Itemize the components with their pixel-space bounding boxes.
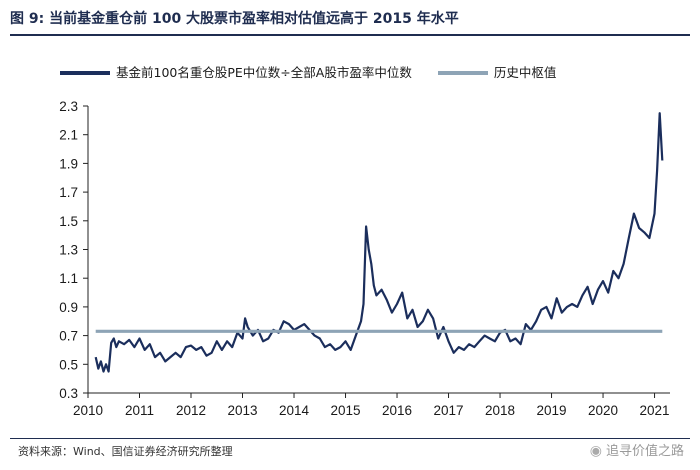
y-tick-label: 1.9 — [59, 156, 78, 171]
y-tick-label: 0.5 — [59, 357, 78, 372]
series-line-ratio — [94, 112, 664, 373]
legend-item-median: 历史中枢值 — [437, 62, 557, 84]
x-tick-label: 2015 — [330, 403, 360, 418]
y-tick-label: 2.3 — [59, 99, 78, 114]
x-tick-label: 2017 — [434, 403, 464, 418]
watermark-text: 追寻价值之路 — [605, 444, 684, 459]
x-tick-label: 2016 — [382, 403, 412, 418]
chart-legend: 基金前100名重仓股PE中位数÷全部A股市盈率中位数 历史中枢值 — [60, 60, 578, 82]
legend-swatch-ratio — [60, 71, 110, 75]
legend-label-median: 历史中枢值 — [493, 65, 557, 80]
watermark: ◉ 追寻价值之路 — [590, 440, 684, 459]
source-note: 资料来源：Wind、国信证券经济研究所整理 — [18, 445, 233, 458]
x-tick-label: 2013 — [227, 403, 257, 418]
footer-divider — [10, 438, 690, 439]
y-tick-label: 1.1 — [59, 271, 78, 286]
x-tick-label: 2021 — [640, 403, 670, 418]
y-tick-label: 0.3 — [59, 386, 78, 401]
title-divider — [10, 34, 690, 36]
y-tick-label: 2.1 — [59, 128, 78, 143]
x-tick-label: 2018 — [485, 403, 515, 418]
figure-title: 图 9: 当前基金重仓前 100 大股票市盈率相对估值远高于 2015 年水平 — [10, 11, 459, 27]
x-tick-label: 2014 — [279, 403, 310, 418]
y-tick-label: 1.7 — [59, 185, 78, 200]
x-tick-label: 2019 — [537, 403, 567, 418]
y-tick-label: 0.7 — [59, 329, 78, 344]
x-tick-label: 2020 — [588, 403, 618, 418]
x-tick-label: 2011 — [125, 403, 154, 418]
x-tick-label: 2012 — [176, 403, 206, 418]
legend-swatch-median — [437, 71, 488, 75]
y-tick-label: 0.9 — [59, 300, 78, 315]
y-tick-label: 1.5 — [59, 214, 78, 229]
y-tick-label: 1.3 — [59, 243, 78, 258]
wechat-icon: ◉ — [589, 443, 602, 459]
x-tick-label: 2010 — [73, 403, 103, 418]
legend-item-ratio: 基金前100名重仓股PE中位数÷全部A股市盈率中位数 — [60, 62, 412, 84]
legend-label-ratio: 基金前100名重仓股PE中位数÷全部A股市盈率中位数 — [116, 65, 412, 80]
